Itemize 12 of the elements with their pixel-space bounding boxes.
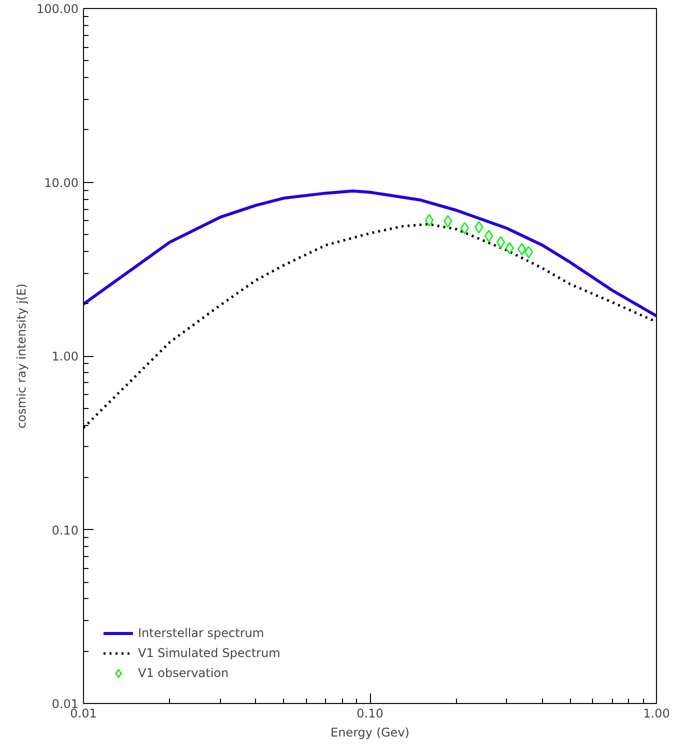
x-tick-label: 1.00 (643, 706, 670, 720)
legend-label: V1 Simulated Spectrum (138, 646, 280, 660)
y-tick-label: 0.10 (52, 523, 78, 538)
y-tick-label: 100.00 (36, 2, 79, 16)
y-tick-label: 1.00 (52, 350, 78, 364)
x-tick-label: 0.10 (356, 706, 384, 720)
x-tick-label: 0.01 (70, 706, 97, 720)
legend-label: V1 observation (138, 666, 229, 680)
x-axis-title: Energy (Gev) (330, 726, 410, 740)
y-tick-label: 10.00 (44, 176, 79, 190)
y-axis-title: cosmic ray intensity j(E) (14, 284, 29, 428)
legend-label: Interstellar spectrum (138, 626, 264, 640)
